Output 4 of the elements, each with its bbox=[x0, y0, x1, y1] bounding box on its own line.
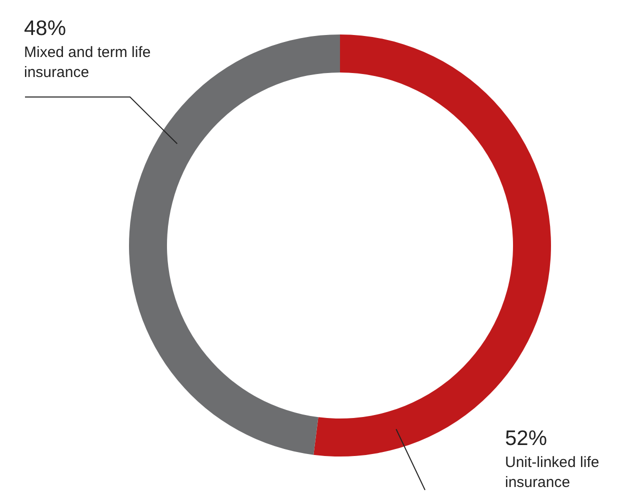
slice-label: Unit-linked life insurance bbox=[505, 454, 600, 491]
data-label: 52% bbox=[505, 427, 548, 450]
slice-label: Mixed and term life insurance bbox=[24, 44, 151, 81]
data-label: 48% bbox=[24, 17, 66, 40]
